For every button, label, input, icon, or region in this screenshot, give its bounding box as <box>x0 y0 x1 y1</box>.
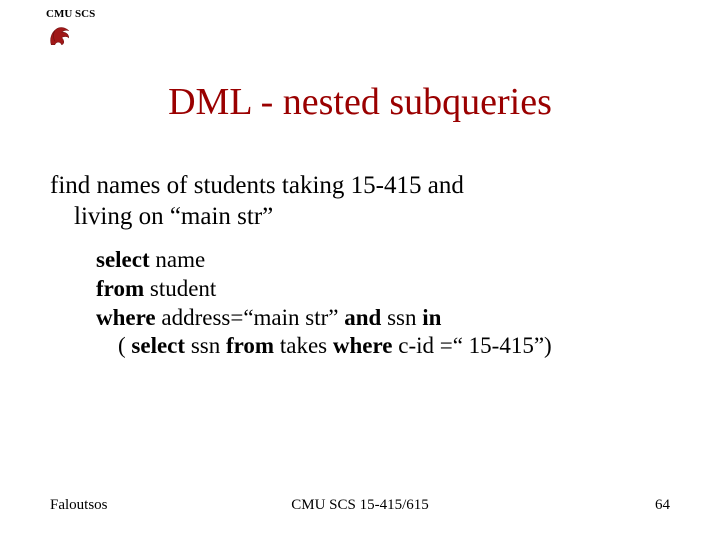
slide-footer: Faloutsos CMU SCS 15-415/615 64 <box>50 497 670 514</box>
footer-course: CMU SCS 15-415/615 <box>50 497 670 514</box>
body-line-2: living on “main str” <box>50 201 670 232</box>
slide-body: find names of students taking 15-415 and… <box>50 170 670 233</box>
sql-line-4: ( select ssn from takes where c-id =“ 15… <box>96 332 690 361</box>
slide-title: DML - nested subqueries <box>0 80 720 124</box>
footer-page-number: 64 <box>655 497 670 514</box>
footer-author: Faloutsos <box>50 497 108 514</box>
sql-block: select name from student where address=“… <box>96 246 690 361</box>
sql-line-2: from student <box>96 275 690 304</box>
sql-line-3: where address=“main str” and ssn in <box>96 304 690 333</box>
body-line-1: find names of students taking 15-415 and <box>50 170 670 201</box>
cmu-griffin-icon <box>46 22 74 50</box>
header-label: CMU SCS <box>46 8 95 20</box>
sql-line-1: select name <box>96 246 690 275</box>
